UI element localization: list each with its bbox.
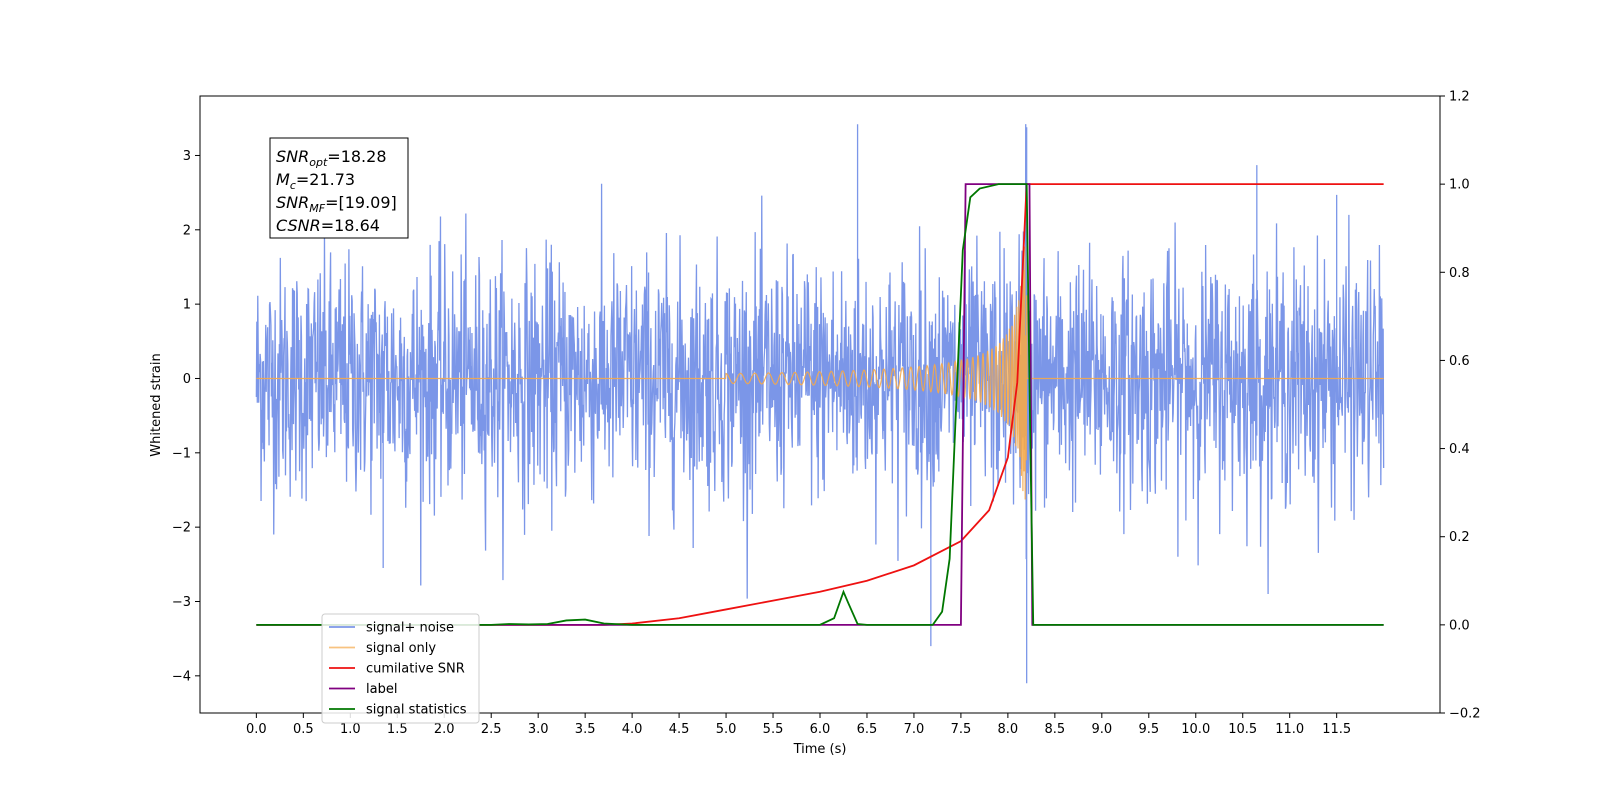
legend-box bbox=[321, 613, 480, 724]
x-tick-label: 11.0 bbox=[1275, 722, 1304, 737]
x-tick-label: 7.5 bbox=[951, 722, 972, 737]
annotation-snr-mf: SNRMF=[19.09] bbox=[276, 193, 397, 215]
y-left-tick-label: −1 bbox=[172, 446, 191, 461]
x-tick-label: 9.0 bbox=[1091, 722, 1112, 737]
x-tick-label: 8.0 bbox=[998, 722, 1019, 737]
y-right-tick-label: 1.0 bbox=[1449, 178, 1470, 193]
x-tick-label: 8.5 bbox=[1045, 722, 1066, 737]
x-tick-label: 10.0 bbox=[1181, 722, 1210, 737]
legend-overlay: label signal statistics bbox=[366, 682, 467, 718]
y-right-tick-label: 0.4 bbox=[1449, 442, 1470, 457]
x-tick-label: 7.0 bbox=[904, 722, 925, 737]
y-left-tick-label: −2 bbox=[172, 521, 191, 536]
x-tick-label: 2.0 bbox=[434, 722, 455, 737]
annotation-box: SNRopt=18.28 Mc=21.73 SNRMF=[19.09] CSNR… bbox=[269, 137, 409, 239]
y-left-tick-label: 0 bbox=[183, 372, 191, 387]
x-tick-label: 5.0 bbox=[716, 722, 737, 737]
y-left-tick-label: 1 bbox=[183, 298, 191, 313]
legend-overlay-entry: label bbox=[366, 682, 397, 697]
y-left-tick-label: 2 bbox=[183, 223, 191, 238]
x-axis-label: Time (s) bbox=[793, 742, 847, 757]
y-right-tick-label: −0.2 bbox=[1449, 707, 1481, 722]
y-right-tick-label: 0.0 bbox=[1449, 618, 1470, 633]
x-tick-label: 11.5 bbox=[1322, 722, 1351, 737]
legend: signal+ noise signal only cumilative SNR la… bbox=[321, 613, 480, 724]
y-right-tick-label: 1.2 bbox=[1449, 90, 1470, 105]
series-line-signal-plus-noise bbox=[255, 124, 1385, 684]
signal-series bbox=[256, 246, 1384, 500]
y-left-tick-label: −4 bbox=[172, 669, 191, 684]
legend-entry: signal+ noise bbox=[366, 621, 454, 636]
legend-entry: signal statistics bbox=[366, 703, 467, 718]
x-tick-label: 4.5 bbox=[669, 722, 690, 737]
x-axis: 0.0 0.5 1.0 1.5 2.0 2.5 3.0 3.5 4.0 4.5 5.0 5.5 6.0 6… bbox=[246, 713, 1351, 737]
x-tick-label: 0.0 bbox=[246, 722, 267, 737]
x-tick-label: 9.5 bbox=[1138, 722, 1159, 737]
x-tick-label: 5.5 bbox=[763, 722, 784, 737]
legend-entry: signal only bbox=[366, 641, 436, 656]
y-right-tick-label: 0.2 bbox=[1449, 530, 1470, 545]
x-tick-label: 1.5 bbox=[387, 722, 408, 737]
annotation-csnr: CSNR=18.64 bbox=[276, 216, 380, 235]
y-axis-right: 1.2 1.0 0.8 0.6 0.4 0.2 0.0 −0.2 bbox=[1440, 90, 1481, 722]
y-left-tick-label: 3 bbox=[183, 149, 191, 164]
y-right-tick-label: 0.8 bbox=[1449, 266, 1470, 281]
series-line-signal-statistics bbox=[256, 183, 1384, 626]
legend-entry: label bbox=[366, 682, 397, 697]
y-right-tick-label: 0.6 bbox=[1449, 354, 1470, 369]
noise-series bbox=[255, 124, 1385, 684]
y-axis-left: 3 2 1 0 −1 −2 −3 −4 bbox=[172, 149, 200, 684]
y-axis-label-left: Whitened strain bbox=[149, 353, 164, 456]
annotation-mc: Mc=21.73 bbox=[276, 170, 355, 192]
x-tick-label: 3.0 bbox=[528, 722, 549, 737]
legend-entry: cumilative SNR bbox=[366, 662, 465, 677]
x-tick-label: 3.5 bbox=[575, 722, 596, 737]
annotation-snr-opt: SNRopt=18.28 bbox=[276, 147, 387, 169]
x-tick-label: 10.5 bbox=[1228, 722, 1257, 737]
right-axis-series bbox=[256, 183, 1384, 626]
x-tick-label: 2.5 bbox=[481, 722, 502, 737]
legend-overlay-entry: signal statistics bbox=[366, 703, 467, 718]
x-tick-label: 6.0 bbox=[810, 722, 831, 737]
x-tick-label: 6.5 bbox=[857, 722, 878, 737]
x-tick-label: 0.5 bbox=[293, 722, 314, 737]
x-tick-label: 1.0 bbox=[340, 722, 361, 737]
y-left-tick-label: −3 bbox=[172, 595, 191, 610]
x-tick-label: 4.0 bbox=[622, 722, 643, 737]
series-line-signal-only bbox=[256, 246, 1384, 500]
